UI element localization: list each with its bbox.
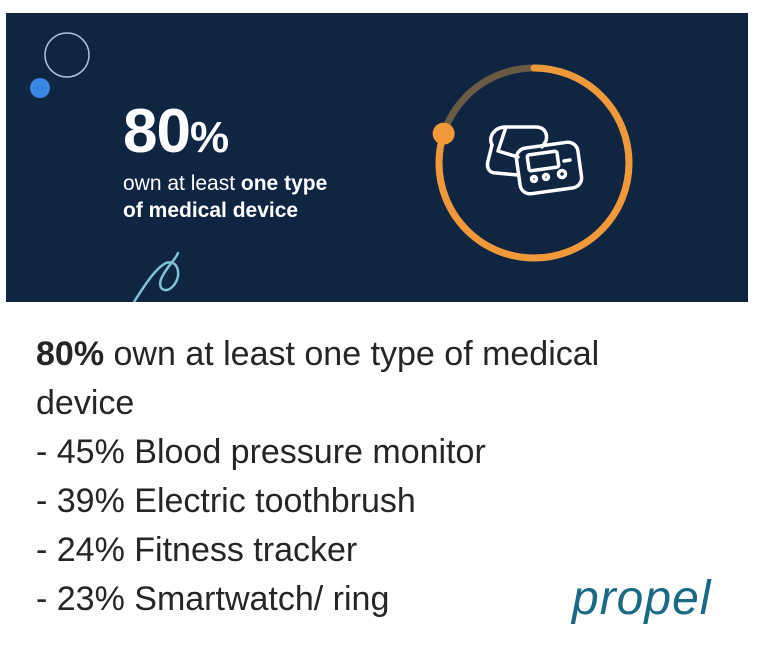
blue-dot-decoration xyxy=(30,78,50,98)
stat-value: 80% xyxy=(123,101,229,163)
stat-description-bold-2: of medical device xyxy=(123,199,299,222)
list-item: - 39% Electric toothbrush xyxy=(36,482,416,520)
caption-headline-bold: 80% xyxy=(36,335,105,373)
propel-logo: propel xyxy=(572,572,712,625)
list-item: - 24% Fitness tracker xyxy=(36,531,358,569)
outline-circle-decoration xyxy=(44,32,90,78)
progress-ring-fill xyxy=(435,64,633,262)
list-item: - 23% Smartwatch/ ring xyxy=(36,580,390,618)
list-item: - 45% Blood pressure monitor xyxy=(36,433,486,471)
swirl-decoration xyxy=(132,251,180,302)
blood-pressure-monitor-icon xyxy=(485,125,584,196)
stat-description-plain: own at least xyxy=(123,172,241,195)
stat-banner: 80% own at least one type of medical dev… xyxy=(6,13,748,302)
stat-description: own at least one type of medical device xyxy=(123,170,327,224)
caption-headline-rest: own at least one type of medical xyxy=(104,335,600,373)
stat-number: 80 xyxy=(123,97,191,166)
progress-ring xyxy=(432,64,633,262)
decorative-shapes xyxy=(30,32,180,302)
progress-ring-knob xyxy=(432,122,455,145)
caption-text: 80% own at least one type of medical dev… xyxy=(36,330,756,624)
caption-headline: 80% own at least one type of medical xyxy=(36,330,756,379)
stat-symbol: % xyxy=(189,113,229,162)
stat-description-bold-1: one type xyxy=(240,172,328,195)
caption-headline-continued: device xyxy=(36,384,135,422)
